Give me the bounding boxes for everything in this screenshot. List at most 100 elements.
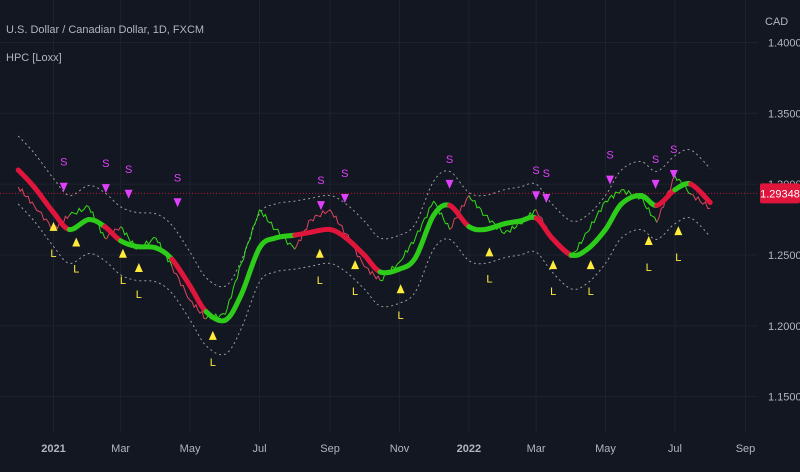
hpc-segment	[134, 244, 159, 251]
buy-label: L	[675, 252, 681, 264]
price-segment	[171, 266, 191, 301]
price-segment	[399, 237, 416, 263]
price-segment	[189, 299, 207, 320]
buy-label: L	[50, 248, 56, 260]
buy-label: L	[210, 357, 216, 369]
x-tick-label: Jul	[252, 443, 266, 455]
buy-label: L	[550, 286, 556, 298]
currency-label: CAD	[765, 16, 789, 28]
price-segment	[433, 200, 451, 230]
price-segment	[17, 186, 35, 206]
upper-band-line	[17, 135, 711, 288]
sell-marker	[59, 182, 68, 192]
price-segment	[329, 209, 347, 235]
buy-label: L	[486, 273, 492, 285]
price-segment	[503, 221, 521, 234]
buy-label: L	[120, 275, 126, 287]
x-tick-label: 2021	[41, 443, 65, 455]
x-tick-label: May	[180, 443, 201, 455]
price-segment	[363, 265, 381, 281]
last-price-value: 1.29348	[760, 188, 800, 200]
sell-marker	[445, 179, 454, 189]
sell-label: S	[652, 154, 659, 166]
buy-marker	[351, 260, 360, 270]
price-segment	[310, 209, 331, 222]
sell-marker	[669, 169, 678, 179]
sell-label: S	[60, 157, 67, 169]
sell-label: S	[543, 168, 550, 180]
buy-label: L	[588, 286, 594, 298]
x-tick-label: Mar	[527, 443, 546, 455]
price-segment	[586, 200, 606, 233]
price-segment	[224, 263, 242, 315]
y-tick-label: 1.15000	[768, 392, 800, 404]
buy-marker	[644, 236, 653, 246]
price-segment	[69, 204, 90, 216]
buy-marker	[674, 226, 683, 236]
sell-marker	[651, 179, 660, 189]
buy-marker	[118, 248, 127, 258]
buy-label: L	[317, 275, 323, 287]
y-tick-label: 1.25000	[768, 250, 800, 262]
x-tick-label: Sep	[736, 443, 756, 455]
buy-marker	[396, 284, 405, 294]
indicator-legend[interactable]: HPC [Loxx]	[6, 52, 62, 64]
buy-marker	[485, 247, 494, 257]
sell-label: S	[606, 150, 613, 162]
price-segment	[33, 205, 54, 230]
sell-label: S	[125, 164, 132, 176]
price-segment	[468, 195, 485, 216]
hpc-series	[15, 167, 713, 324]
buy-label: L	[73, 263, 79, 275]
price-segment	[484, 214, 505, 235]
x-tick-label: 2022	[457, 443, 481, 455]
buy-marker	[134, 262, 143, 272]
buy-label: L	[352, 286, 358, 298]
buy-marker	[72, 237, 81, 247]
last-price-badge-bg	[760, 183, 800, 204]
price-segment	[259, 209, 276, 230]
buy-label: L	[646, 262, 652, 274]
sell-marker	[542, 194, 551, 204]
sell-marker	[532, 191, 541, 201]
hpc-segment	[222, 292, 244, 323]
sell-label: S	[317, 175, 324, 187]
buy-marker	[208, 330, 217, 340]
x-tick-label: Sep	[320, 443, 340, 455]
sell-marker	[101, 184, 110, 194]
x-tick-label: Mar	[111, 443, 130, 455]
sell-marker	[606, 175, 615, 185]
price-segment	[570, 231, 588, 258]
lower-band-line	[17, 203, 711, 356]
hpc-segment	[272, 232, 298, 241]
sell-label: S	[670, 144, 677, 156]
buy-marker	[586, 260, 595, 270]
sell-label: S	[341, 168, 348, 180]
sell-marker	[316, 201, 325, 211]
sell-label: S	[174, 172, 181, 184]
buy-marker	[549, 260, 558, 270]
sell-marker	[173, 198, 182, 208]
price-segment	[605, 189, 622, 203]
buy-label: L	[136, 289, 142, 301]
price-segment	[240, 209, 260, 264]
price-segment	[640, 197, 658, 223]
sell-label: S	[532, 165, 539, 177]
price-segment	[690, 193, 711, 210]
x-tick-label: Nov	[390, 443, 410, 455]
symbol-legend[interactable]: U.S. Dollar / Canadian Dollar, 1D, FXCM	[6, 24, 205, 36]
buy-label: L	[398, 310, 404, 322]
buy-marker	[49, 221, 58, 231]
x-tick-label: Jul	[668, 443, 682, 455]
price-segment	[414, 200, 435, 239]
sell-label: S	[102, 158, 109, 170]
hpc-segment	[238, 245, 262, 298]
hpc-segment	[412, 212, 437, 261]
hpc-segment	[169, 256, 193, 289]
y-tick-label: 1.35000	[768, 108, 800, 120]
hpc-segment	[688, 181, 713, 205]
y-tick-label: 1.40000	[768, 37, 800, 49]
last-price-badge: 1.29348	[760, 183, 800, 204]
